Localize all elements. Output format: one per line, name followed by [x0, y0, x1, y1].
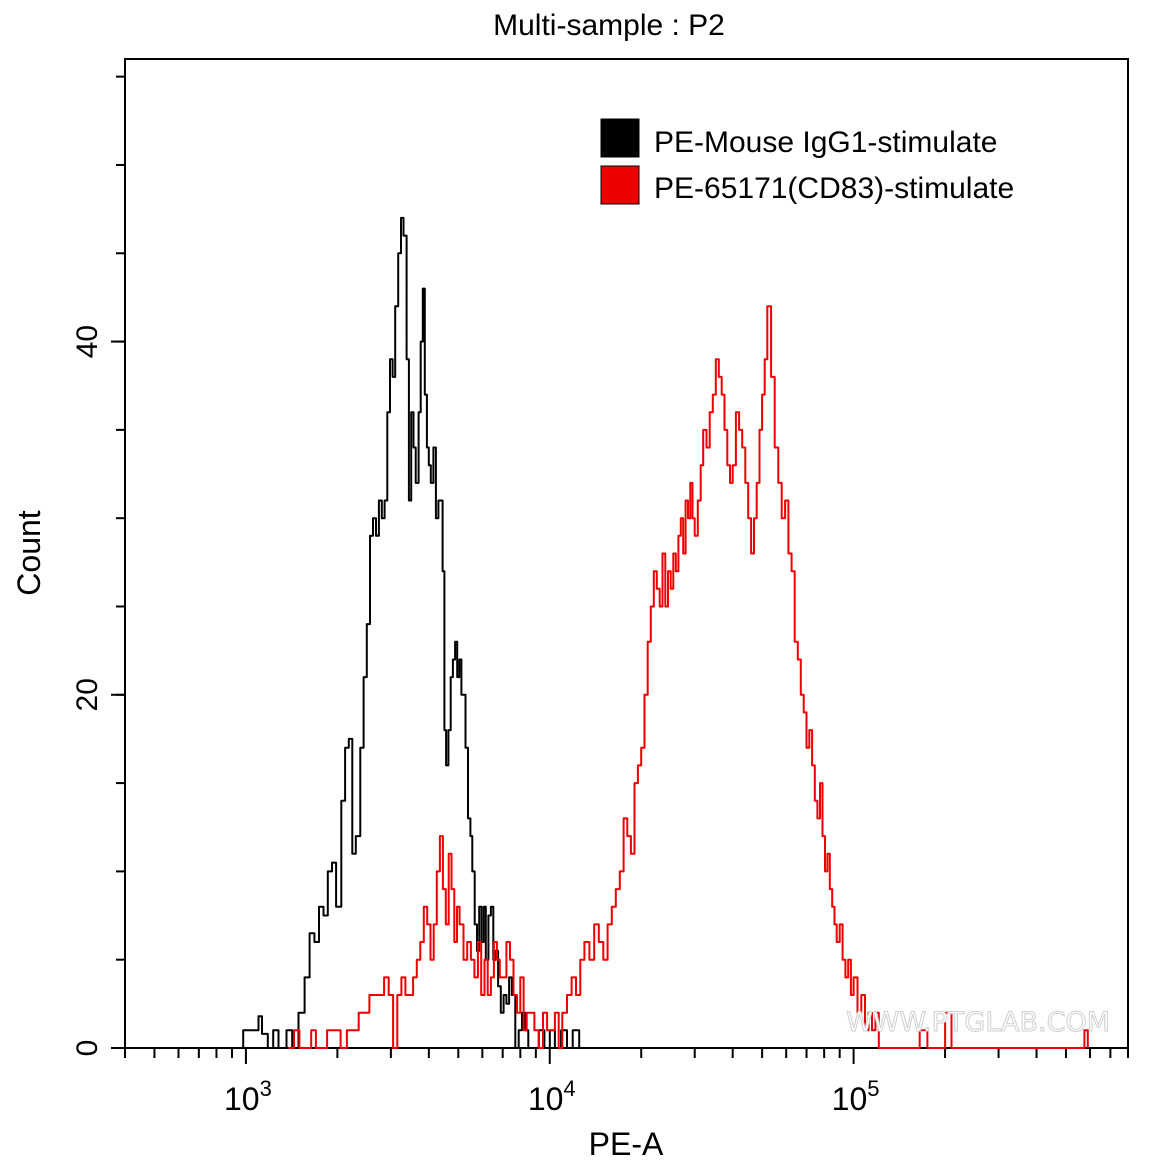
legend-swatch-cd83: [600, 165, 640, 205]
series-line-cd83: [288, 305, 1089, 1049]
chart-title: Multi-sample : P2: [493, 9, 725, 42]
legend-label-cd83: PE-65171(CD83)-stimulate: [654, 172, 1014, 205]
y-tick-label: 0: [71, 1040, 104, 1057]
y-tick-label: 40: [71, 325, 104, 358]
plot-frame: [124, 58, 1129, 1049]
legend-label-igg1: PE-Mouse IgG1-stimulate: [654, 126, 997, 159]
series-line-igg1: [240, 216, 581, 1049]
legend-swatch-igg1: [600, 118, 640, 158]
x-axis-label: PE-A: [589, 1126, 664, 1162]
x-tick-label: 104: [528, 1076, 576, 1117]
y-axis-label: Count: [11, 510, 47, 596]
series-layer: [240, 216, 1089, 1049]
y-tick-label: 20: [71, 678, 104, 711]
y-axis: 0 20 40: [71, 75, 125, 1057]
x-tick-label: 105: [832, 1076, 880, 1117]
legend: PE-Mouse IgG1-stimulate PE-65171(CD83)-s…: [600, 118, 1014, 205]
x-axis: 103 104 105: [124, 1048, 1129, 1117]
x-tick-label: 103: [224, 1076, 272, 1117]
watermark-text: WWW.PTGLAB.COM: [846, 1007, 1110, 1038]
